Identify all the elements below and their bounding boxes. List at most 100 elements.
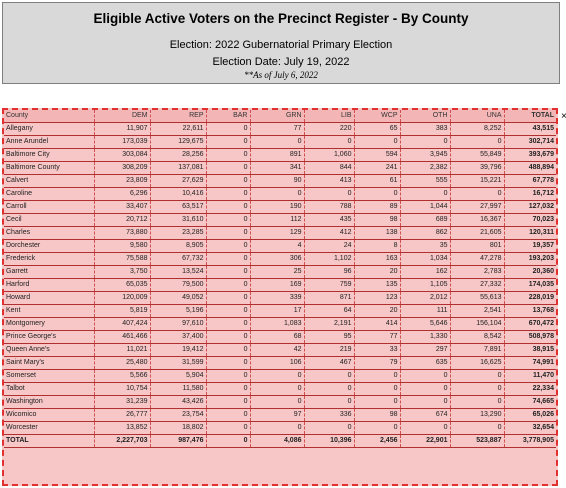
value-cell-rep: 49,052 [150,291,207,305]
value-cell-grn: 0 [250,395,305,409]
value-cell-oth: 0 [400,421,451,435]
value-cell-rep: 31,610 [150,213,207,227]
table-row: Allegany 11,907 22,611 0 77 220 65 383 8,252 43,5… [4,122,556,136]
table-header-row: County DEM REP BAR GRN LIB WCP OTH UNA TOTAL [4,110,556,123]
value-cell-total: 193,203 [504,252,556,266]
county-cell: Talbot [4,382,95,396]
county-cell: Carroll [4,200,95,214]
value-cell-wcp: 0 [354,382,401,396]
value-cell-lib: 788 [304,200,355,214]
table-row: Carroll 33,407 63,517 0 190 788 89 1,044 27,997 1… [4,200,556,214]
county-cell: Cecil [4,213,95,227]
table-row: Calvert 23,809 27,629 0 90 413 61 555 15,221 67,7… [4,174,556,188]
value-cell-rep: 8,905 [150,239,207,253]
value-cell-rep: 31,599 [150,356,207,370]
close-icon[interactable]: × [561,111,566,122]
table-row: Washington 31,239 43,426 0 0 0 0 0 0 74,665 [4,395,556,409]
county-cell: Dorchester [4,239,95,253]
value-cell-dem: 5,819 [94,304,151,318]
value-cell-total: 302,714 [504,135,556,149]
value-cell-bar: 0 [206,135,251,149]
value-cell-wcp: 61 [354,174,401,188]
value-cell-una: 0 [450,421,505,435]
value-cell-una: 27,332 [450,278,505,292]
value-cell-dem: 6,296 [94,187,151,201]
value-cell-oth: 1,105 [400,278,451,292]
value-cell-rep: 97,610 [150,317,207,331]
value-cell-una: 8,252 [450,122,505,136]
value-cell-una: 0 [450,135,505,149]
value-cell-lib: 24 [304,239,355,253]
value-cell-oth: 635 [400,356,451,370]
value-cell-grn: 0 [250,135,305,149]
county-cell: Washington [4,395,95,409]
value-cell-dem: 73,880 [94,226,151,240]
report-header: Eligible Active Voters on the Precinct R… [2,2,560,84]
value-cell-total: 22,334 [504,382,556,396]
value-cell-bar: 0 [206,200,251,214]
value-cell-total: 13,768 [504,304,556,318]
value-cell-lib: 336 [304,408,355,422]
value-cell-bar: 0 [206,291,251,305]
table-total-row: TOTAL 2,227,703 987,476 0 4,086 10,396 2,456 22… [4,434,556,448]
value-cell-grn: 169 [250,278,305,292]
value-cell-total: 65,026 [504,408,556,422]
value-cell-bar: 0 [206,278,251,292]
value-cell-rep: 67,732 [150,252,207,266]
value-cell-grn: 341 [250,161,305,175]
value-cell-bar: 0 [206,395,251,409]
value-cell-bar: 0 [206,174,251,188]
value-cell-total: 74,665 [504,395,556,409]
value-cell-rep: 19,412 [150,343,207,357]
value-cell-total: 38,915 [504,343,556,357]
value-cell-grn: 339 [250,291,305,305]
value-cell-wcp: 123 [354,291,401,305]
value-cell-oth: 2,382 [400,161,451,175]
value-cell-wcp: 98 [354,213,401,227]
value-cell-rep: 28,256 [150,148,207,162]
county-cell: Saint Mary's [4,356,95,370]
table-row: Baltimore County 308,209 137,081 0 341 844 241… [4,161,556,175]
value-cell-bar: 0 [206,369,251,383]
value-cell-dem: 10,754 [94,382,151,396]
table-row: Dorchester 9,580 8,905 0 4 24 8 35 801 19,357 [4,239,556,253]
value-cell-grn: 106 [250,356,305,370]
county-cell: Baltimore County [4,161,95,175]
table-row: Howard 120,009 49,052 0 339 871 123 2,012 55,613… [4,291,556,305]
value-cell-dem: 11,907 [94,122,151,136]
value-cell-bar: 0 [206,382,251,396]
value-cell-grn: 25 [250,265,305,279]
value-cell-dem: 25,480 [94,356,151,370]
table-row: Somerset 5,566 5,904 0 0 0 0 0 0 11,470 [4,369,556,383]
value-cell-wcp: 241 [354,161,401,175]
value-cell-dem: 303,084 [94,148,151,162]
county-cell: Harford [4,278,95,292]
value-cell-dem: 120,009 [94,291,151,305]
column-header-una: UNA [450,110,505,123]
county-cell: Calvert [4,174,95,188]
county-cell: Garrett [4,265,95,279]
value-cell-rep: 18,802 [150,421,207,435]
county-cell: Frederick [4,252,95,266]
value-cell-oth: 111 [400,304,451,318]
value-cell-lib: 0 [304,421,355,435]
value-cell-rep: 5,196 [150,304,207,318]
value-cell-una: 13,290 [450,408,505,422]
county-cell: Wicomico [4,408,95,422]
table-row: Talbot 10,754 11,580 0 0 0 0 0 0 22,334 [4,382,556,396]
value-cell-wcp: 33 [354,343,401,357]
value-cell-wcp: 79 [354,356,401,370]
value-cell-grn: 891 [250,148,305,162]
value-cell-dem: 173,039 [94,135,151,149]
value-cell-dem: 75,588 [94,252,151,266]
value-cell-grn: 0 [250,421,305,435]
value-cell-dem: 33,407 [94,200,151,214]
value-cell-una: 16,367 [450,213,505,227]
value-cell-lib: 844 [304,161,355,175]
value-cell-grn: 4,086 [250,434,305,448]
value-cell-total: 19,357 [504,239,556,253]
county-cell: Queen Anne's [4,343,95,357]
table-row: Garrett 3,750 13,524 0 25 96 20 162 2,783 20,360 [4,265,556,279]
value-cell-lib: 0 [304,187,355,201]
value-cell-bar: 0 [206,239,251,253]
